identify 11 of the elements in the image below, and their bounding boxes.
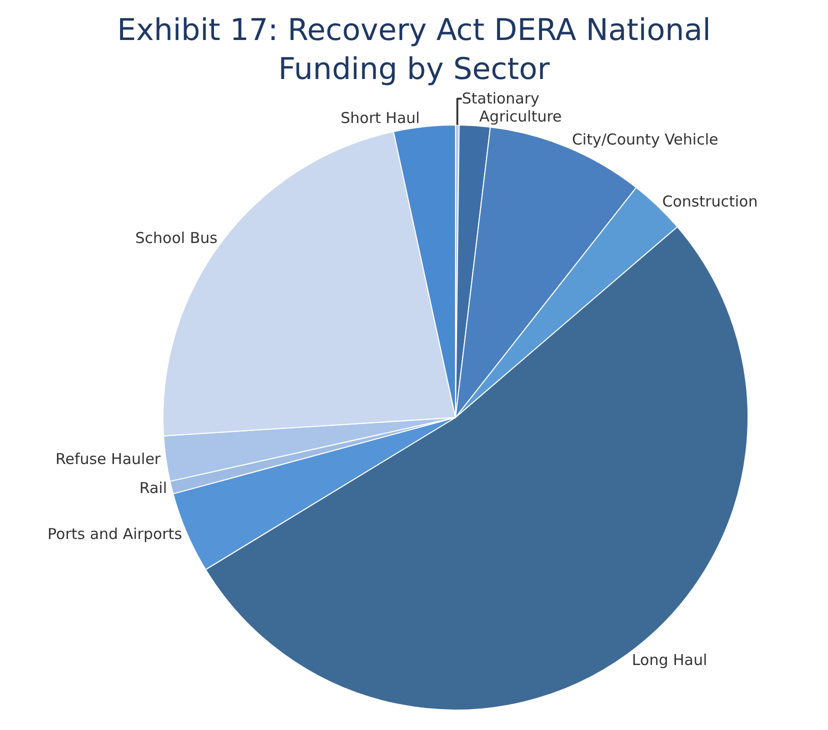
slice-label: Rail	[139, 479, 168, 498]
slice-label: City/County Vehicle	[572, 130, 718, 149]
slice-label: Construction	[662, 192, 758, 210]
slice-label: Long Haul	[632, 651, 708, 670]
slice-label: Refuse Hauler	[55, 450, 162, 468]
slice-label: Stationary	[462, 90, 540, 108]
slice-label: Agriculture	[479, 108, 562, 126]
slice-label: Short Haul	[340, 108, 420, 127]
slice-label: School Bus	[135, 228, 218, 247]
chart-title: Exhibit 17: Recovery Act DERA National Funding by Sector	[117, 13, 711, 88]
slice-label: Ports and Airports	[48, 525, 182, 544]
